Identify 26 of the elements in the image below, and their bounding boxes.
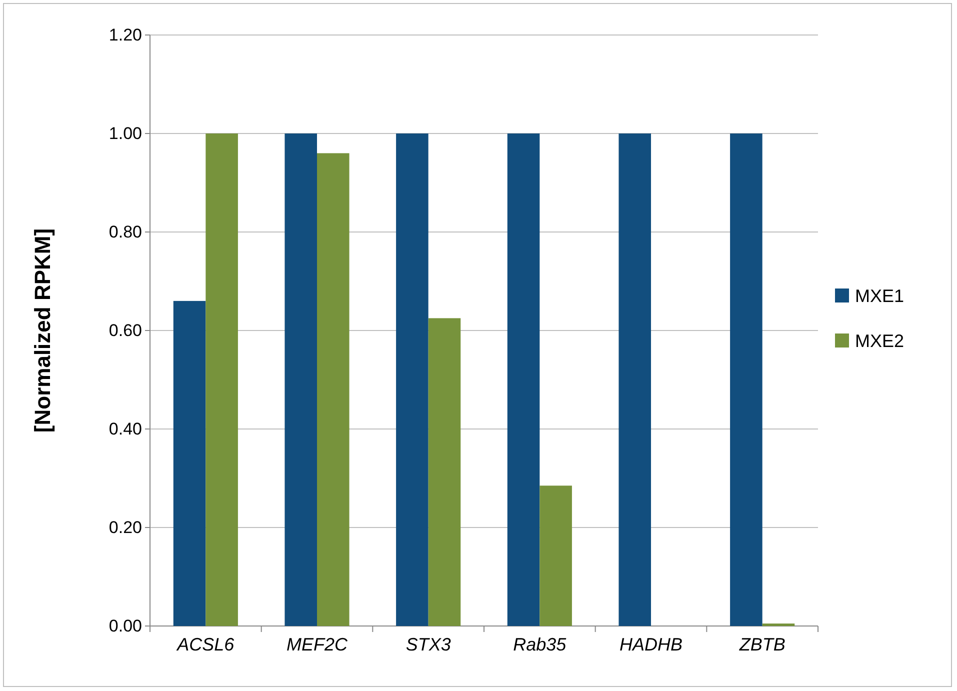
y-tick-label: 0.80 — [108, 222, 142, 242]
bar — [730, 134, 762, 626]
bar — [428, 318, 461, 626]
bar — [396, 134, 428, 626]
y-tick-label: 1.20 — [108, 25, 142, 44]
y-tick-label: 0.00 — [108, 616, 142, 636]
y-tick-label: 0.20 — [108, 518, 142, 537]
x-tick-label: STX3 — [406, 634, 451, 655]
y-axis-title: [Normalized RPKM] — [30, 228, 55, 433]
y-tick-label: 1.00 — [108, 124, 142, 143]
y-tick-label: 0.60 — [108, 320, 142, 340]
bar — [173, 300, 206, 626]
legend-label: MXE1 — [855, 286, 904, 306]
bar — [206, 134, 238, 626]
x-tick-label: MEF2C — [286, 634, 348, 655]
x-tick-label: ACSL6 — [176, 634, 236, 655]
bar — [618, 134, 651, 626]
y-tick-label: 0.40 — [108, 419, 142, 438]
bar — [284, 134, 317, 626]
x-tick-label: ZBTB — [738, 634, 786, 655]
legend-label: MXE2 — [855, 330, 904, 351]
x-tick-label: HADHB — [619, 634, 683, 655]
bar — [540, 486, 572, 626]
bar — [507, 134, 540, 626]
x-tick-label: Rab35 — [513, 634, 568, 655]
bar — [317, 153, 350, 626]
